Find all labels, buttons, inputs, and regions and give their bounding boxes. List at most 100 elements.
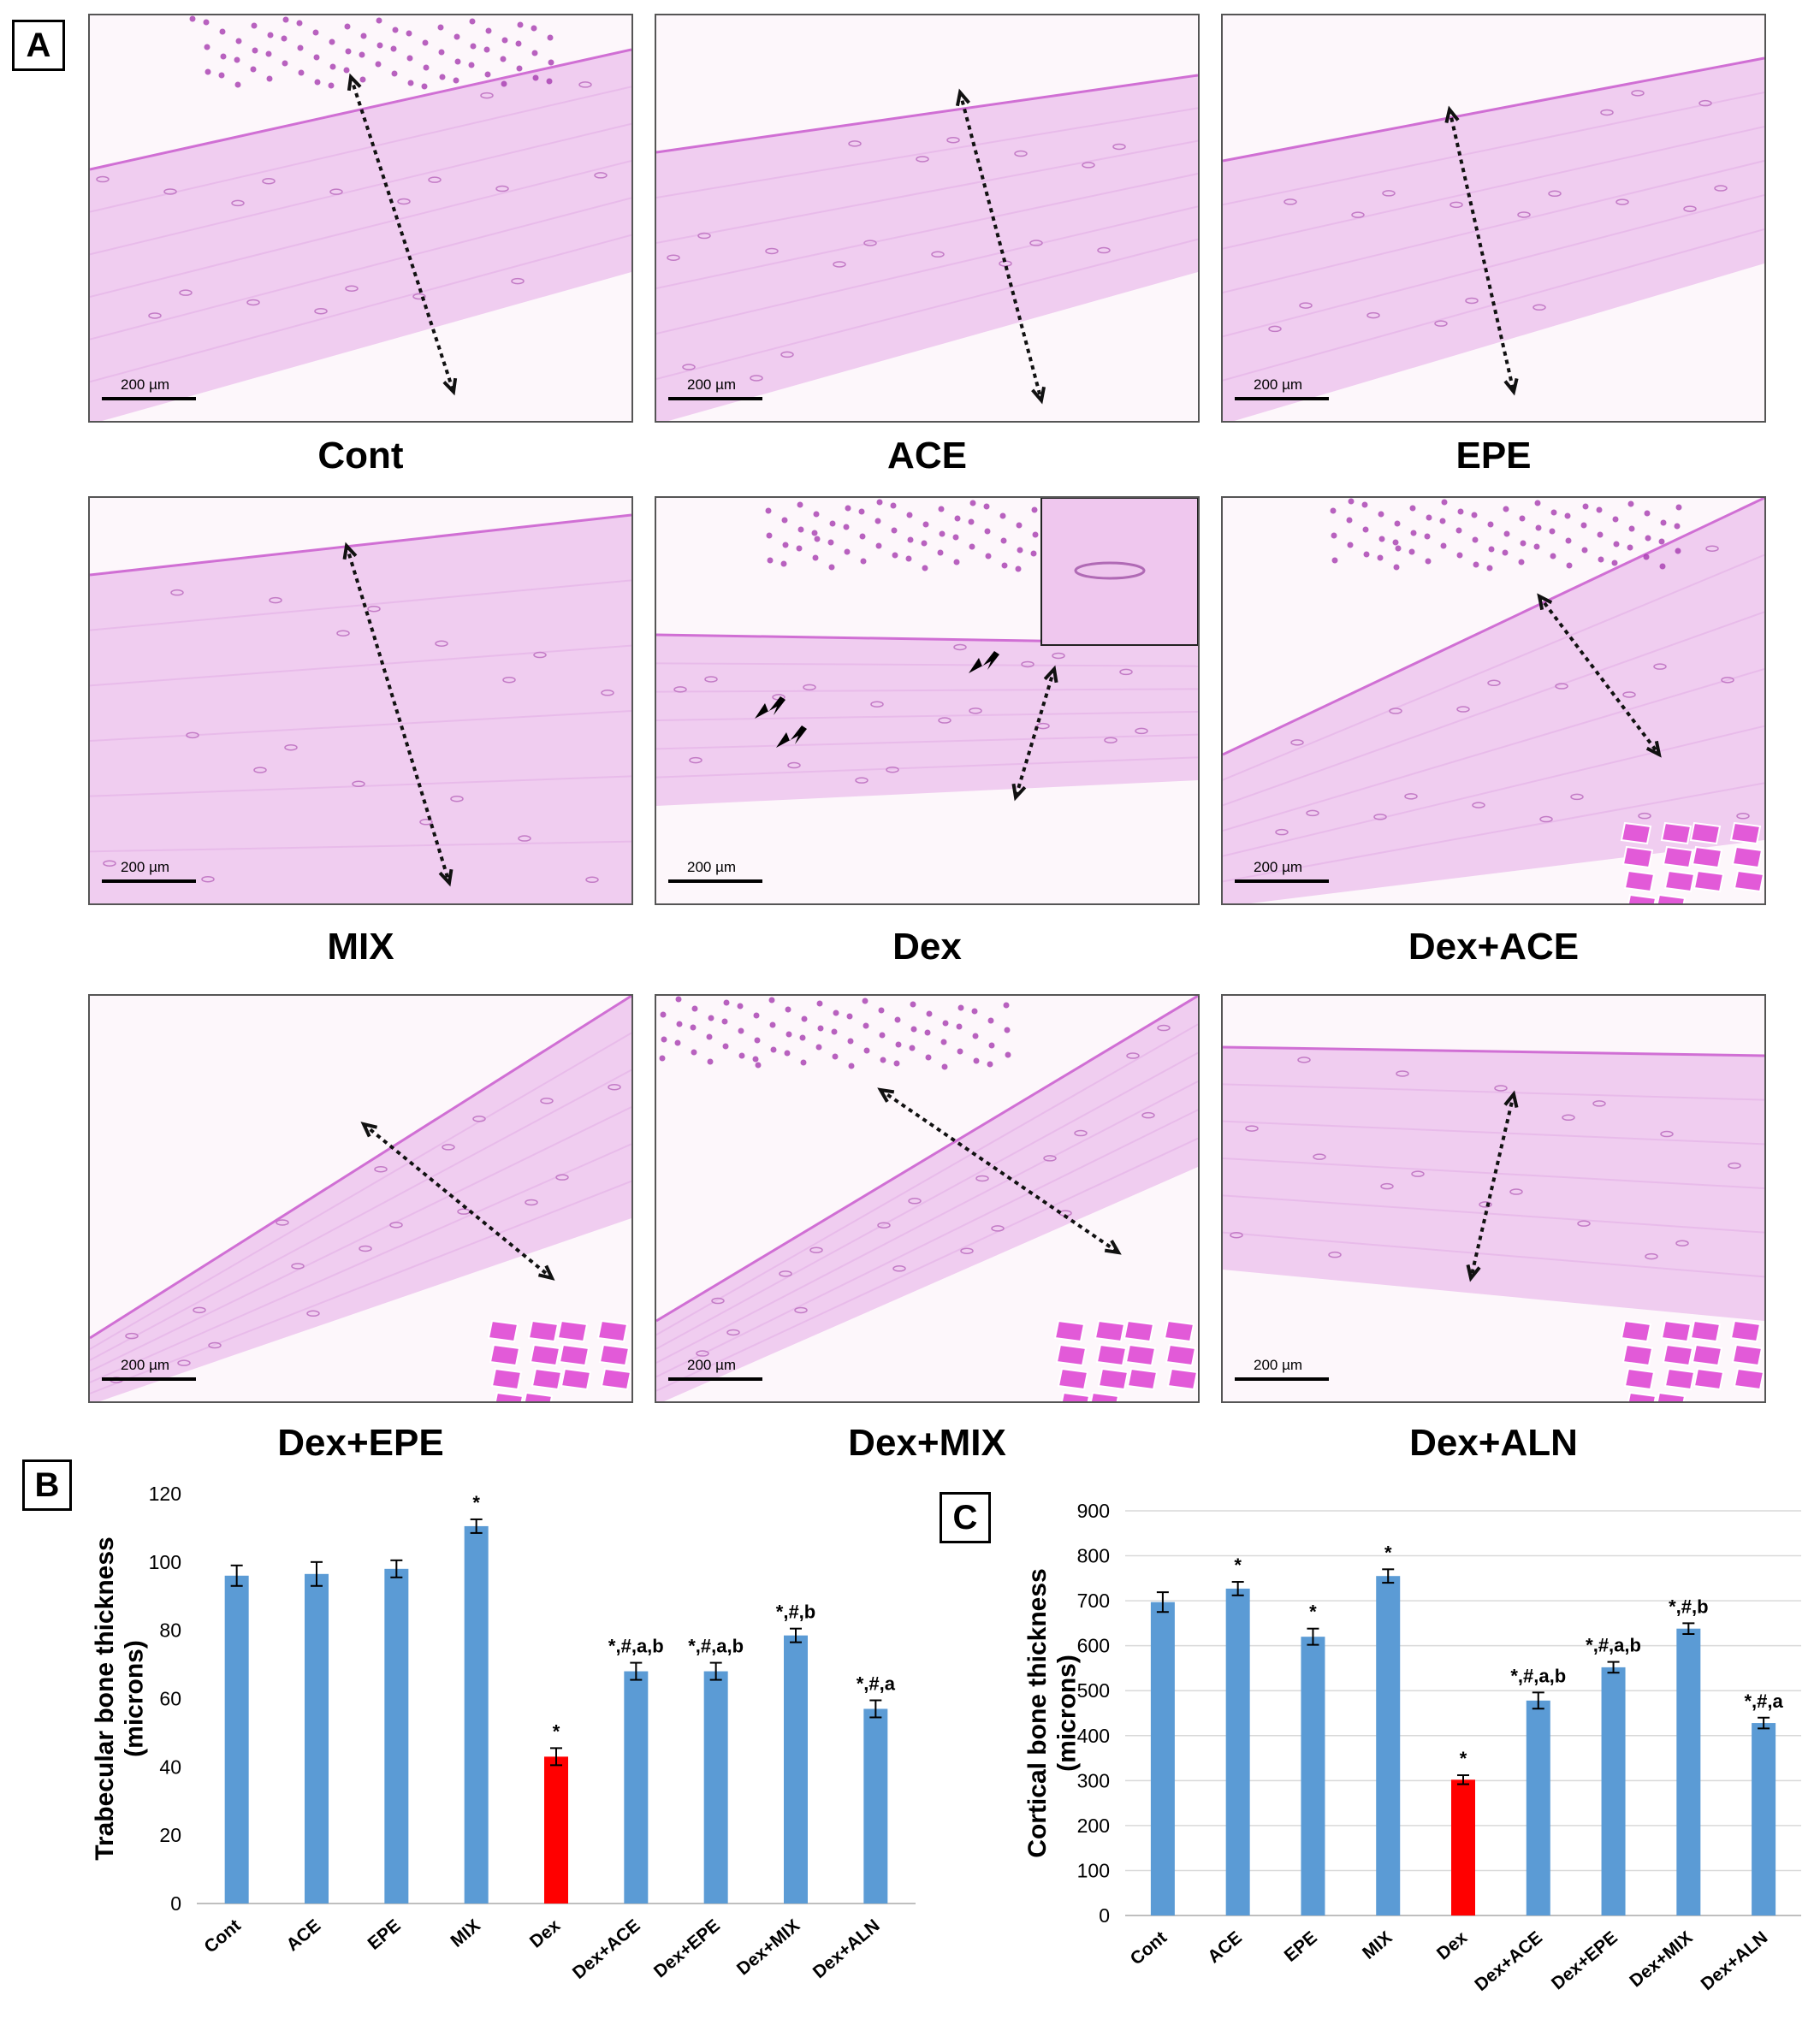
bar-dex-aln bbox=[1752, 1723, 1776, 1915]
error-bar bbox=[390, 1559, 403, 1578]
micrograph-label: Cont bbox=[317, 435, 404, 477]
scale-bar-label: 200 µm bbox=[687, 859, 737, 875]
error-bar bbox=[1382, 1568, 1395, 1584]
significance-label: * bbox=[553, 1720, 560, 1742]
micrograph-label: EPE bbox=[1455, 435, 1532, 477]
x-tick-label: ACE bbox=[282, 1915, 324, 1955]
x-tick-label: Dex+ACE bbox=[569, 1915, 644, 1983]
bar-mix bbox=[1376, 1576, 1401, 1915]
y-tick-label: 300 bbox=[1077, 1769, 1110, 1791]
micrograph-mix: 200 µm bbox=[88, 496, 633, 905]
micrograph-label: MIX bbox=[327, 926, 394, 968]
y-tick-label: 80 bbox=[159, 1619, 181, 1642]
error-bar bbox=[1231, 1581, 1244, 1596]
significance-label: *,#,a,b bbox=[1510, 1665, 1566, 1686]
micrograph-dex-mix: 200 µm bbox=[655, 994, 1200, 1403]
bone-section-image bbox=[656, 498, 1198, 903]
bar-cont bbox=[1150, 1602, 1175, 1915]
scale-bar bbox=[1235, 397, 1329, 400]
x-tick-label: Dex+MIX bbox=[733, 1915, 803, 1979]
error-bar bbox=[470, 1518, 483, 1534]
micrograph-label: Dex+ACE bbox=[1408, 926, 1580, 968]
bar-ace bbox=[305, 1573, 329, 1904]
error-bar bbox=[1532, 1691, 1544, 1710]
scale-bar-label: 200 µm bbox=[1254, 376, 1303, 393]
x-tick-label: Dex bbox=[526, 1915, 565, 1952]
chart-trabecular-thickness: 0 20 40 60 80 100 120 Trabecular bone thickness… bbox=[91, 1483, 916, 1983]
scale-bar bbox=[102, 1377, 196, 1381]
y-tick-label: 800 bbox=[1077, 1545, 1110, 1567]
y-tick-label: 500 bbox=[1077, 1679, 1110, 1702]
scale-bar bbox=[102, 397, 196, 400]
y-tick-label: 0 bbox=[170, 1892, 181, 1915]
x-tick-label: Dex+ALN bbox=[809, 1915, 884, 1982]
micrograph-dex-aln: 200 µm bbox=[1221, 994, 1766, 1403]
bar-dex-epe bbox=[1601, 1667, 1626, 1915]
bone-section-image bbox=[656, 15, 1198, 421]
bar-ace bbox=[1225, 1588, 1250, 1915]
y-tick-label: 40 bbox=[159, 1756, 181, 1778]
significance-label: * bbox=[472, 1492, 480, 1513]
scale-bar-label: 200 µm bbox=[1254, 859, 1303, 875]
scale-bar-label: 200 µm bbox=[687, 376, 737, 393]
bone-section-image bbox=[656, 996, 1198, 1401]
scale-bar bbox=[668, 879, 762, 883]
significance-label: *,#,a,b bbox=[1586, 1635, 1641, 1656]
significance-label: * bbox=[1460, 1748, 1467, 1769]
significance-label: *,#,b bbox=[1669, 1596, 1708, 1617]
micrograph-label: Dex bbox=[892, 926, 962, 968]
bar-epe bbox=[384, 1568, 409, 1904]
y-tick-label: 900 bbox=[1077, 1500, 1110, 1522]
error-bar bbox=[550, 1747, 562, 1767]
error-bar bbox=[230, 1564, 243, 1587]
y-tick-label: 100 bbox=[149, 1551, 181, 1573]
micrograph-label: Dex+EPE bbox=[277, 1422, 444, 1464]
x-tick-label: EPE bbox=[365, 1915, 405, 1954]
error-bar bbox=[1457, 1774, 1469, 1785]
error-bar bbox=[869, 1699, 882, 1719]
bone-section-image bbox=[1223, 996, 1764, 1401]
bar-dex-aln bbox=[863, 1708, 888, 1904]
scale-bar bbox=[668, 397, 762, 400]
error-bar bbox=[1682, 1622, 1695, 1636]
error-bar bbox=[311, 1560, 323, 1587]
bar-dex bbox=[544, 1756, 568, 1904]
scale-bar bbox=[1235, 1377, 1329, 1381]
micrograph-ace: 200 µm bbox=[655, 14, 1200, 423]
bone-section-image bbox=[1223, 15, 1764, 421]
y-tick-label: 200 bbox=[1077, 1815, 1110, 1837]
significance-label: * bbox=[1234, 1554, 1242, 1576]
y-axis-label: Trabecular bone thickness(microns) bbox=[91, 1536, 149, 1860]
scale-bar-label: 200 µm bbox=[121, 859, 170, 875]
significance-label: * bbox=[1384, 1542, 1392, 1563]
x-tick-label: Dex+EPE bbox=[650, 1915, 724, 1981]
error-bar bbox=[1307, 1627, 1319, 1646]
scale-bar-label: 200 µm bbox=[1254, 1357, 1303, 1373]
bar-cont bbox=[224, 1575, 249, 1904]
micrograph-cont: 200 µm bbox=[88, 14, 633, 423]
error-bar bbox=[1758, 1716, 1770, 1730]
x-tick-label: Dex+ACE bbox=[1471, 1927, 1546, 1995]
y-tick-label: 700 bbox=[1077, 1590, 1110, 1612]
significance-label: * bbox=[1309, 1602, 1317, 1623]
bar-dex bbox=[1451, 1779, 1475, 1915]
x-tick-label: Dex+ALN bbox=[1698, 1927, 1772, 1994]
y-tick-label: 20 bbox=[159, 1824, 181, 1846]
micrograph-label: Dex+MIX bbox=[848, 1422, 1006, 1464]
bar-dex-ace bbox=[624, 1671, 649, 1904]
error-bar bbox=[630, 1661, 643, 1681]
x-tick-label: Cont bbox=[1127, 1927, 1171, 1969]
y-tick-label: 100 bbox=[1077, 1859, 1110, 1881]
bone-section-image bbox=[90, 498, 631, 903]
bar-dex-mix bbox=[1676, 1628, 1701, 1915]
scale-bar bbox=[102, 879, 196, 883]
y-tick-label: 120 bbox=[149, 1483, 181, 1505]
error-bar bbox=[1156, 1591, 1169, 1613]
x-tick-label: ACE bbox=[1204, 1927, 1246, 1967]
error-bar bbox=[790, 1627, 802, 1643]
bone-section-image bbox=[90, 15, 631, 421]
x-tick-label: Dex bbox=[1433, 1927, 1472, 1964]
bone-section-image bbox=[90, 996, 631, 1401]
bar-dex-ace bbox=[1526, 1700, 1550, 1915]
y-axis-label: Cortical bone thickness(microns) bbox=[1023, 1568, 1082, 1857]
